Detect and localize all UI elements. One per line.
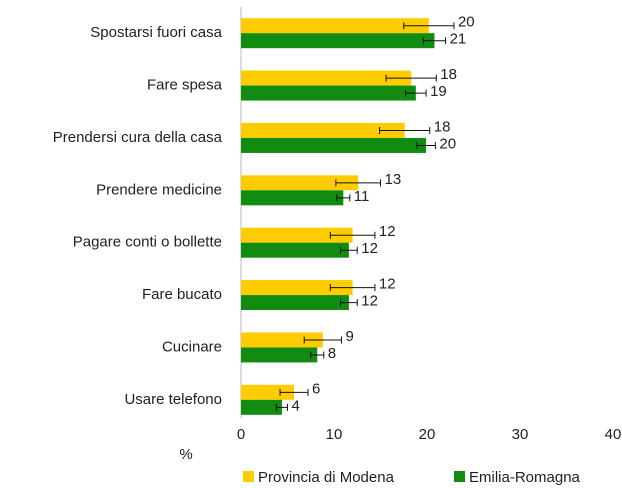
- error-bar: [303, 336, 342, 344]
- data-label: 20: [458, 14, 475, 31]
- category-label: Cucinare: [162, 338, 222, 355]
- data-label: 12: [379, 223, 396, 240]
- data-label: 12: [379, 276, 396, 293]
- data-label: 12: [361, 293, 378, 310]
- error-bar: [335, 179, 381, 187]
- data-label: 13: [385, 171, 402, 188]
- x-tick-label: 10: [326, 426, 343, 443]
- data-label: 9: [345, 328, 353, 345]
- error-bar: [310, 351, 325, 359]
- category-label: Prendersi cura della casa: [53, 129, 223, 146]
- error-bar: [379, 126, 431, 134]
- error-bar: [279, 388, 309, 396]
- legend-swatch: [454, 471, 465, 482]
- bar: [241, 280, 353, 296]
- error-bar: [329, 231, 376, 239]
- category-label: Usare telefono: [124, 391, 222, 408]
- data-label: 19: [430, 83, 447, 100]
- bar: [241, 399, 282, 415]
- bar: [241, 137, 427, 153]
- bar: [241, 85, 416, 101]
- category-label: Prendere medicine: [96, 181, 222, 198]
- x-tick-label: 30: [512, 426, 529, 443]
- error-bar: [340, 299, 358, 307]
- bar: [241, 295, 349, 311]
- data-label: 18: [434, 118, 451, 135]
- bar: [241, 70, 412, 86]
- bar: [241, 227, 353, 243]
- data-label: 12: [361, 240, 378, 257]
- error-bar: [340, 246, 358, 254]
- data-label: 20: [439, 135, 456, 152]
- error-bar: [275, 403, 288, 411]
- category-label: Spostarsi fuori casa: [90, 24, 222, 41]
- error-bar: [329, 284, 376, 292]
- error-bar: [403, 22, 455, 30]
- data-label: 8: [328, 345, 336, 362]
- category-label: Pagare conti o bollette: [73, 234, 222, 251]
- bar: [241, 18, 429, 34]
- error-bar: [422, 37, 447, 45]
- legend-swatch: [243, 471, 254, 482]
- data-label: 11: [354, 188, 370, 205]
- error-bar: [385, 74, 437, 82]
- x-tick-label: 40: [605, 426, 622, 443]
- x-axis-label: %: [179, 446, 192, 463]
- data-label: 6: [312, 380, 320, 397]
- bar: [241, 190, 344, 206]
- bar: [241, 347, 318, 363]
- data-label: 21: [450, 31, 467, 48]
- category-label: Fare bucato: [142, 286, 222, 303]
- bar: [241, 332, 323, 348]
- bar: [241, 122, 405, 138]
- error-bar: [405, 89, 427, 97]
- bar: [241, 175, 359, 191]
- x-tick-label: 0: [237, 426, 245, 443]
- error-bar: [416, 141, 436, 149]
- bar: [241, 33, 435, 49]
- data-label: 18: [440, 66, 457, 83]
- data-label: 4: [292, 397, 300, 414]
- x-tick-label: 20: [419, 426, 436, 443]
- bar: [241, 384, 295, 400]
- category-label: Fare spesa: [147, 77, 223, 94]
- legend-label: Emilia-Romagna: [469, 469, 581, 486]
- legend-label: Provincia di Modena: [258, 469, 395, 486]
- error-bar: [336, 194, 351, 202]
- bar: [241, 242, 349, 258]
